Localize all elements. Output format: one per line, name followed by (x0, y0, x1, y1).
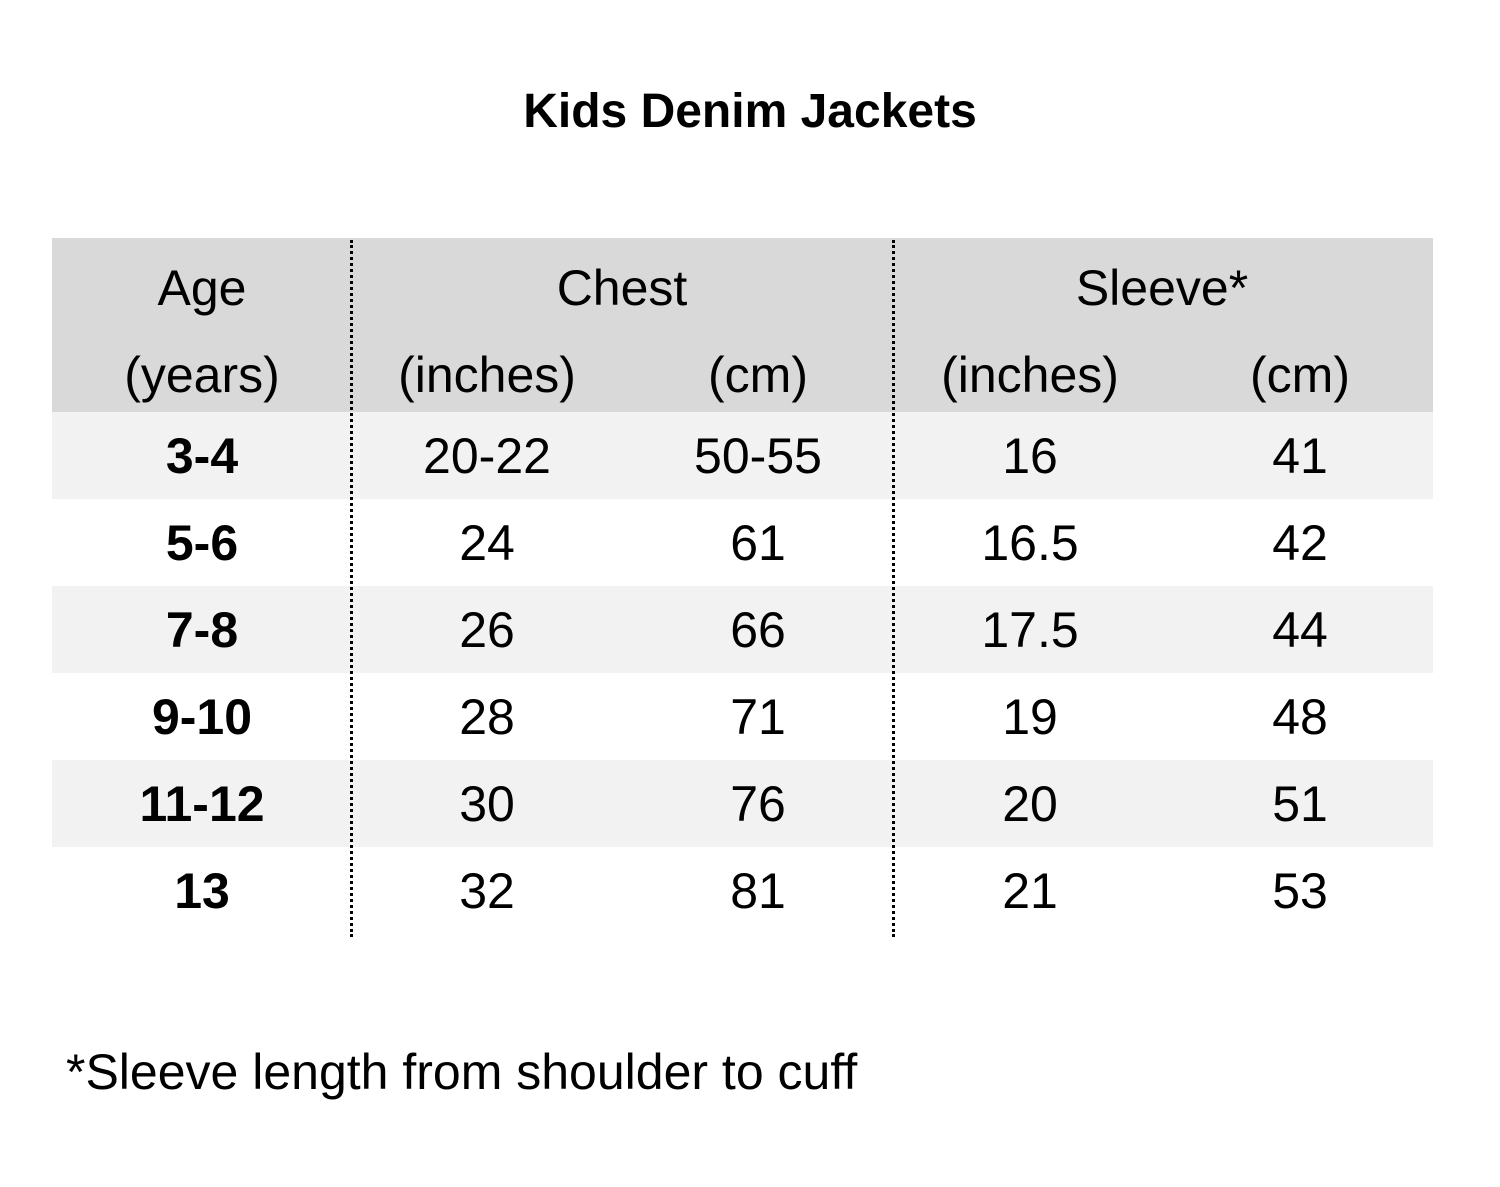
value-cell: 61 (730, 514, 786, 571)
sub-header: (inches) (941, 347, 1119, 403)
value-cell: 48 (1272, 688, 1328, 745)
value-cell: 71 (730, 688, 786, 745)
age-cell: 13 (174, 862, 230, 919)
value-cell: 53 (1272, 862, 1328, 919)
group-header: Chest (556, 260, 688, 316)
value-cell: 76 (730, 775, 786, 832)
column-divider (892, 240, 895, 937)
value-cell: 20 (1002, 775, 1058, 832)
row-bg (52, 760, 1433, 847)
value-cell: 44 (1272, 601, 1328, 658)
age-cell: 3-4 (165, 427, 239, 484)
column-divider (350, 240, 353, 937)
value-cell: 51 (1272, 775, 1328, 832)
value-cell: 66 (730, 601, 786, 658)
value-cell: 19 (1002, 688, 1058, 745)
value-cell: 20-22 (423, 427, 551, 484)
group-header: Sleeve* (1075, 260, 1249, 316)
value-cell: 42 (1272, 514, 1328, 571)
value-cell: 17.5 (981, 601, 1079, 658)
sub-header: (cm) (1250, 347, 1350, 403)
sub-header: (years) (124, 347, 280, 403)
title: Kids Denim Jackets (523, 85, 977, 138)
age-cell: 5-6 (165, 514, 239, 571)
value-cell: 24 (459, 514, 515, 571)
value-cell: 81 (730, 862, 786, 919)
age-cell: 9-10 (151, 688, 253, 745)
value-cell: 16.5 (981, 514, 1079, 571)
sub-header: (cm) (708, 347, 808, 403)
value-cell: 50-55 (694, 427, 822, 484)
row-bg (52, 412, 1433, 499)
size-table: Age Chest Sleeve* (years) (inches) (cm) (inche… (52, 238, 1433, 937)
sub-header: (inches) (398, 347, 576, 403)
value-cell: 28 (459, 688, 515, 745)
row-bg (52, 586, 1433, 673)
group-header: Age (157, 260, 247, 316)
value-cell: 41 (1272, 427, 1328, 484)
value-cell: 32 (459, 862, 515, 919)
footnote: *Sleeve length from shoulder to cuff (66, 1044, 858, 1100)
value-cell: 16 (1002, 427, 1058, 484)
age-cell: 11-12 (139, 775, 265, 832)
value-cell: 30 (459, 775, 515, 832)
value-cell: 26 (459, 601, 515, 658)
value-cell: 21 (1002, 862, 1058, 919)
header-bg (52, 238, 1433, 412)
age-cell: 7-8 (165, 601, 239, 658)
